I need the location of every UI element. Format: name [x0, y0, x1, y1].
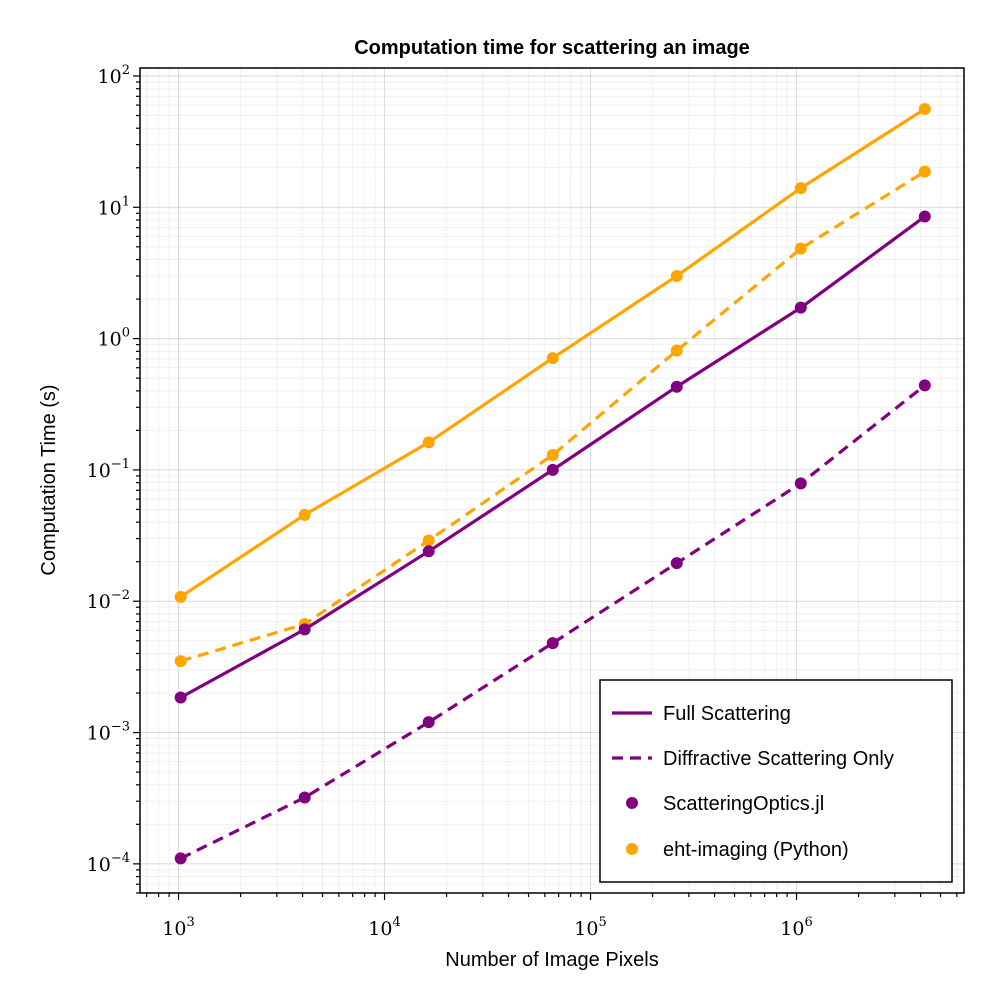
- y-tick-label: 100: [98, 326, 130, 351]
- data-point: [918, 103, 931, 116]
- series-line: [180, 170, 926, 663]
- data-point: [174, 691, 187, 704]
- plot-series: [174, 103, 931, 865]
- data-point: [918, 379, 931, 392]
- legend-label: Diffractive Scattering Only: [663, 748, 894, 770]
- data-point: [422, 545, 435, 558]
- data-point: [918, 165, 931, 178]
- x-tick-label: 105: [574, 915, 606, 940]
- plot-area-frame: [139, 67, 965, 894]
- data-point: [546, 352, 559, 365]
- data-point: [794, 301, 807, 314]
- y-tick-label: 10−4: [87, 851, 130, 876]
- data-point: [670, 380, 683, 393]
- x-tick-label: 104: [368, 915, 400, 940]
- legend: Full Scattering Diffractive Scattering On…: [599, 679, 953, 883]
- data-point: [670, 344, 683, 357]
- data-point: [670, 269, 683, 282]
- legend-label: ScatteringOptics.jl: [663, 793, 824, 815]
- data-point: [174, 590, 187, 603]
- legend-label: Full Scattering: [663, 703, 791, 725]
- data-point: [174, 852, 187, 865]
- y-tick-label: 102: [98, 63, 130, 88]
- y-tick-label: 101: [98, 194, 130, 219]
- data-point: [174, 655, 187, 668]
- x-tick-label: 103: [162, 915, 194, 940]
- legend-box: [599, 679, 953, 883]
- data-point: [298, 623, 311, 636]
- data-point: [918, 210, 931, 223]
- legend-label: eht-imaging (Python): [663, 839, 849, 861]
- y-tick-label: 10−3: [87, 720, 130, 745]
- legend-marker-swatch: [626, 797, 638, 809]
- y-axis-label: Computation Time (s): [38, 384, 60, 575]
- data-point: [794, 477, 807, 490]
- data-point: [422, 436, 435, 449]
- data-point: [794, 182, 807, 195]
- data-point: [794, 242, 807, 255]
- data-point: [546, 463, 559, 476]
- axis-ticks: 103 104 105 106 10−4 10−3 10−2 10−1 100 101 102: [87, 63, 958, 940]
- x-tick-label: 106: [780, 915, 812, 940]
- data-point: [422, 716, 435, 729]
- data-point: [298, 508, 311, 521]
- data-point: [422, 534, 435, 547]
- data-point: [670, 557, 683, 570]
- legend-marker-swatch: [626, 843, 638, 855]
- x-axis-label: Number of Image Pixels: [445, 949, 658, 971]
- y-tick-label: 10−2: [87, 588, 130, 613]
- y-tick-label: 10−1: [87, 457, 130, 482]
- data-point: [546, 448, 559, 461]
- data-point: [298, 791, 311, 804]
- data-point: [546, 637, 559, 650]
- chart-title: Computation time for scattering an image: [354, 37, 750, 59]
